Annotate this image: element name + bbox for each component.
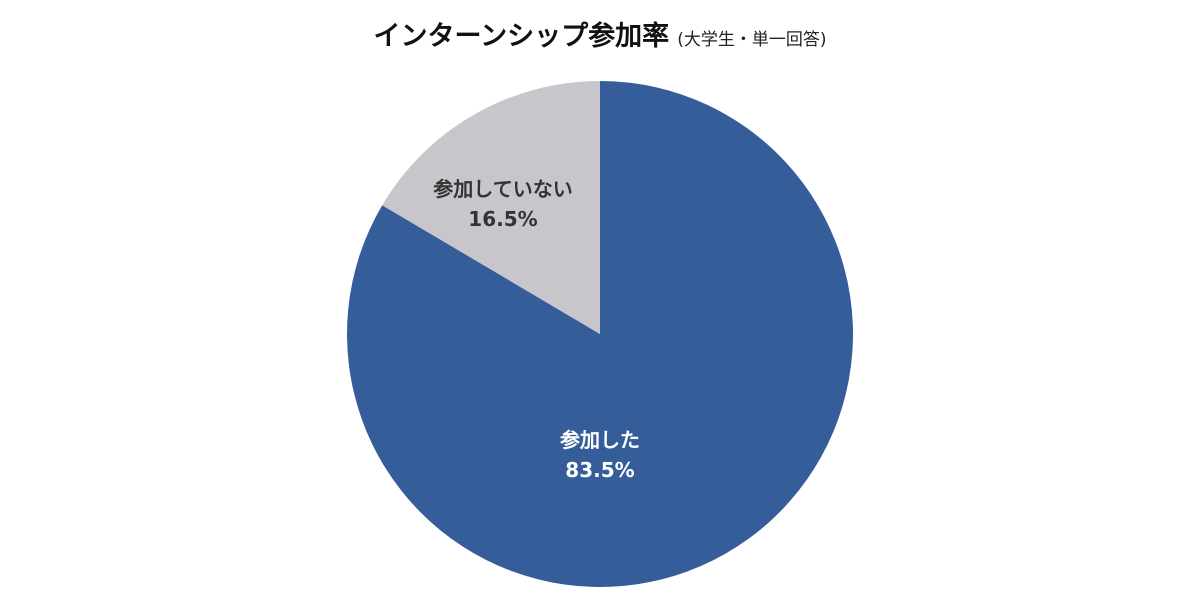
pie-slice-not-joined	[382, 81, 600, 334]
slice-label-not-joined: 参加していない	[433, 177, 572, 201]
slice-label-joined: 参加した	[560, 428, 640, 452]
chart-subtitle: (大学生・単一回答)	[677, 30, 827, 50]
slice-value-joined: 83.5%	[565, 458, 634, 482]
chart-title: インターンシップ参加率 (大学生・単一回答)	[0, 14, 1200, 53]
pie-slice-joined	[346, 81, 853, 588]
slice-value-not-joined: 16.5%	[468, 207, 537, 231]
chart-title-main: インターンシップ参加率	[373, 21, 670, 52]
